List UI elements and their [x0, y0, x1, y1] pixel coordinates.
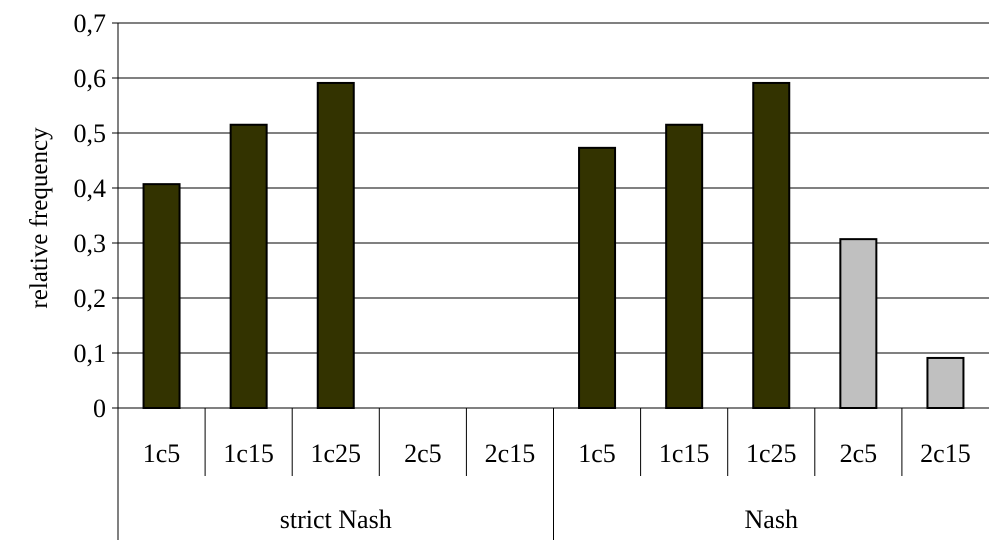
y-tick-label: 0,6	[74, 64, 107, 93]
x-category-label: 2c5	[404, 439, 442, 468]
y-tick-label: 0,1	[74, 339, 107, 368]
bar	[839, 238, 878, 409]
x-group-label: Nash	[745, 505, 798, 534]
y-tick-label: 0,7	[74, 9, 107, 38]
y-tick-label: 0,3	[74, 229, 107, 258]
bar	[316, 81, 355, 409]
x-category-label: 1c25	[746, 439, 797, 468]
bar	[578, 146, 617, 409]
x-category-label: 2c15	[485, 439, 536, 468]
bar	[752, 81, 791, 409]
x-category-label: 1c25	[310, 439, 361, 468]
y-tick-label: 0	[93, 394, 106, 423]
x-group-labels: strict Nash Nash	[280, 505, 798, 534]
x-category-label: 1c15	[223, 439, 274, 468]
x-category-label: 2c5	[840, 439, 878, 468]
x-category-label: 1c15	[659, 439, 710, 468]
bar	[926, 356, 965, 410]
x-category-label: 2c15	[920, 439, 971, 468]
y-axis-label: relative frequency	[26, 127, 53, 309]
x-group-label: strict Nash	[280, 505, 392, 534]
x-category-label: 1c5	[143, 439, 181, 468]
y-tick-label: 0,4	[74, 174, 107, 203]
y-tick-label: 0,5	[74, 119, 107, 148]
y-tick-label: 0,2	[74, 284, 107, 313]
x-category-labels: 1c5 1c15 1c25 2c5 2c15 1c5 1c15 1c25 2c5 2c15	[143, 439, 971, 468]
bars	[142, 81, 965, 410]
y-tick-labels: 0 0,1 0,2 0,3 0,4 0,5 0,6 0,7	[74, 9, 107, 423]
bar	[229, 123, 268, 409]
axes	[112, 22, 989, 540]
x-category-label: 1c5	[578, 439, 616, 468]
bar	[142, 183, 181, 409]
bar	[665, 123, 704, 409]
